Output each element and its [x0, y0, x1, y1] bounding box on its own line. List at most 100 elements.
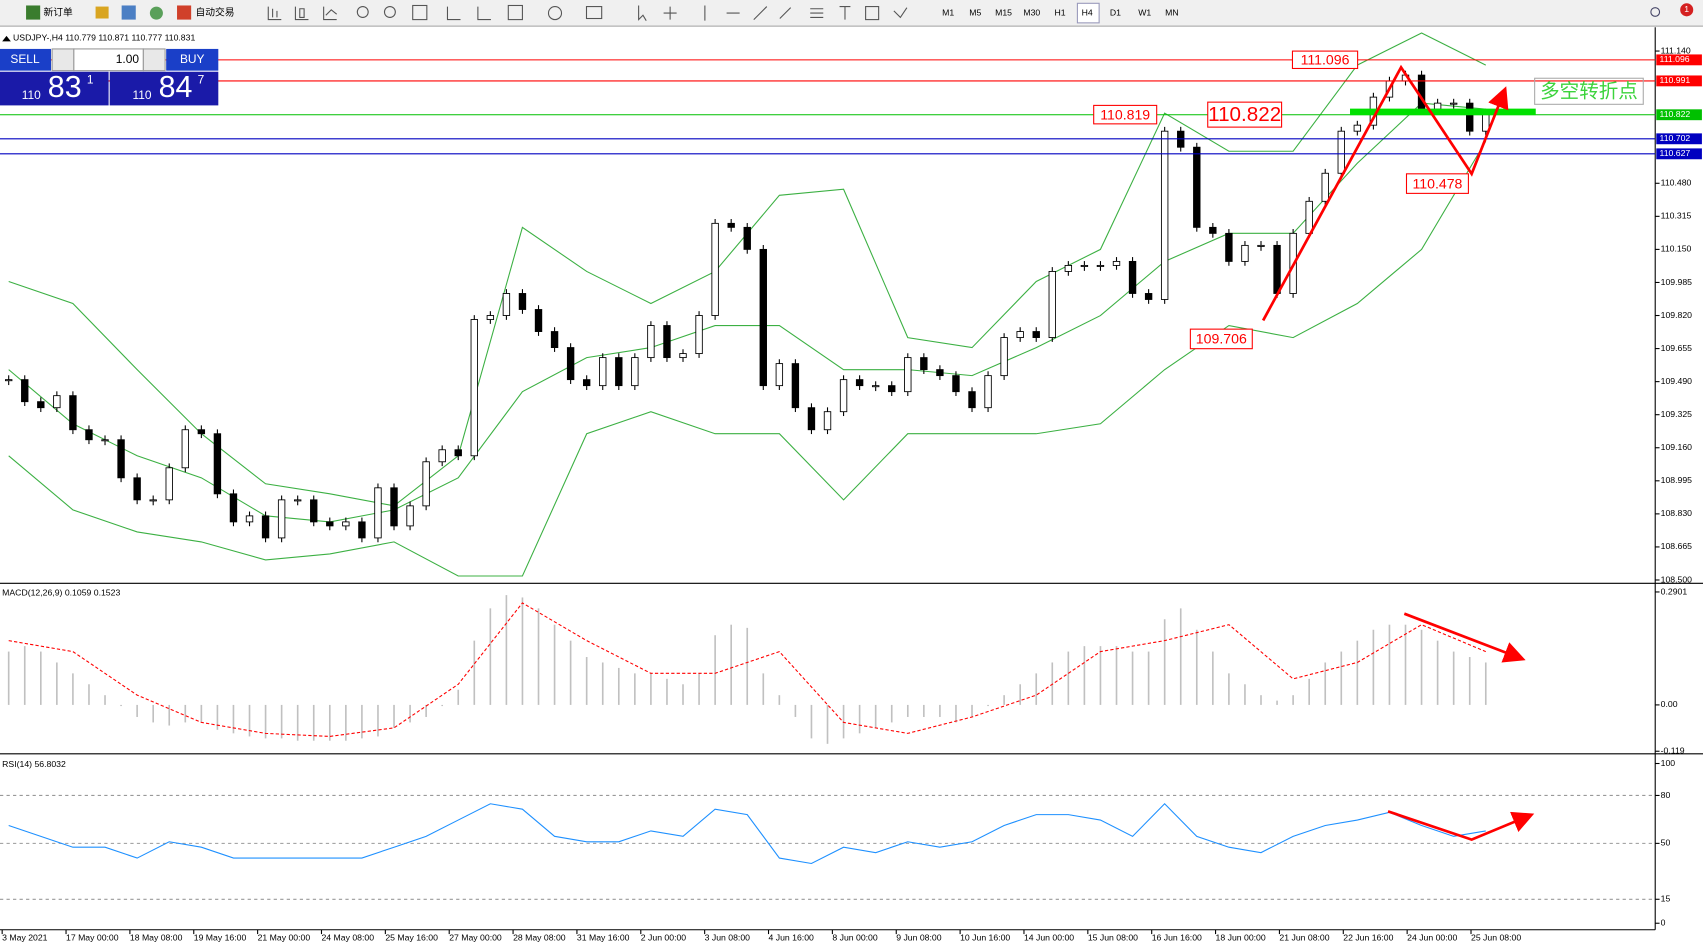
time-label: 3 Jun 08:00 [705, 933, 751, 943]
timeframe-button[interactable]: D1 [1110, 7, 1121, 17]
new-order-button[interactable]: 新订单 [43, 6, 73, 19]
candle [1209, 226, 1217, 234]
candle [1000, 337, 1008, 377]
candle [534, 309, 543, 332]
time-label: 14 Jun 00:00 [1024, 933, 1074, 943]
bollinger-middle [8, 102, 1486, 523]
time-label: 9 Jun 08:00 [896, 933, 942, 943]
candle [165, 467, 173, 501]
header-arrow [2, 35, 11, 42]
candle [1096, 264, 1105, 267]
candle [438, 449, 446, 463]
y-tick-label: 108.995 [1661, 475, 1693, 485]
candle [374, 487, 382, 539]
toolbar-icon[interactable] [149, 6, 163, 20]
candle [4, 379, 13, 382]
toolbar-icon[interactable] [95, 6, 109, 19]
timeframe-button[interactable]: M1 [942, 7, 954, 17]
candle [743, 226, 751, 250]
new-order-icon[interactable] [26, 5, 41, 20]
candle [1257, 244, 1265, 247]
annotation-box [1207, 101, 1283, 128]
annotation[interactable]: 111.096 [1301, 52, 1350, 68]
candle [727, 222, 735, 228]
candle [229, 493, 238, 523]
candle [406, 505, 414, 527]
lots-up[interactable] [142, 48, 166, 72]
time-label: 21 Jun 08:00 [1279, 933, 1329, 943]
candle [390, 487, 398, 527]
toolbar-tools[interactable] [267, 4, 908, 21]
candle [21, 379, 29, 403]
candle [1080, 264, 1089, 267]
annotation[interactable]: 多空转折点 [1540, 81, 1638, 103]
timeframe-button[interactable]: M5 [969, 7, 981, 17]
auto-trading-icon[interactable] [177, 5, 192, 20]
annotation[interactable]: 110.819 [1100, 106, 1150, 122]
rsi-arrow[interactable] [1387, 810, 1535, 842]
lots-down[interactable] [51, 48, 75, 72]
y-tick-label: 110.150 [1661, 244, 1692, 254]
y-tick-label: 50 [1661, 838, 1671, 848]
candle [920, 357, 928, 371]
rsi-line [8, 802, 1486, 865]
toolbar-icon[interactable] [121, 5, 136, 20]
timeframe-button[interactable]: MN [1165, 7, 1179, 17]
candle [213, 433, 222, 495]
lots-value: 1.00 [116, 52, 140, 66]
candle [37, 401, 45, 409]
candle [1305, 200, 1313, 234]
candle [679, 353, 687, 359]
price-tag-label: 110.702 [1660, 133, 1691, 143]
trend-arrow[interactable] [1261, 64, 1509, 322]
candle [823, 411, 832, 431]
buy-button[interactable] [166, 48, 219, 71]
candle [310, 499, 318, 523]
y-tick-label: 108.665 [1661, 541, 1693, 551]
candle [1321, 172, 1329, 202]
annotation[interactable]: 109.706 [1196, 331, 1247, 347]
annotation-box [1534, 77, 1644, 105]
notification-badge[interactable] [1680, 3, 1694, 17]
symbol-header: USDJPY-,H4 110.779 110.871 110.777 110.8… [13, 32, 195, 42]
sell-price-big: 110 [22, 88, 41, 102]
candle [984, 375, 992, 409]
sell-price-small: 1 [87, 73, 94, 87]
time-label: 10 Jun 16:00 [960, 933, 1010, 943]
annotation[interactable]: 110.478 [1412, 175, 1462, 191]
search-icon[interactable] [1650, 7, 1661, 17]
buy-price-small: 7 [198, 73, 205, 87]
y-tick-label: 0.2901 [1661, 586, 1688, 596]
candle [711, 222, 719, 316]
y-tick-label: 109.160 [1661, 442, 1693, 452]
candle [1449, 102, 1458, 105]
y-tick-label: 109.820 [1661, 310, 1693, 320]
price-tag-label: 110.627 [1660, 148, 1691, 158]
candle [277, 499, 286, 539]
timeframe-button[interactable]: M30 [1023, 7, 1040, 17]
macd-divergence-arrow[interactable] [1403, 612, 1526, 663]
sell-button[interactable] [0, 48, 52, 71]
candle [566, 347, 575, 381]
candle [1337, 130, 1345, 174]
timeframe-button[interactable]: H1 [1054, 7, 1065, 17]
auto-trading-button[interactable]: 自动交易 [195, 6, 234, 19]
y-tick-label: 109.985 [1661, 277, 1693, 287]
indicator-label: RSI(14) 56.8032 [2, 759, 66, 769]
buy-price-box[interactable] [109, 71, 219, 106]
annotation[interactable]: 110.822 [1208, 103, 1281, 126]
timeframe-button[interactable]: M15 [995, 7, 1012, 17]
timeframe-button[interactable]: W1 [1138, 7, 1151, 17]
candle [502, 293, 511, 316]
sell-price-box[interactable] [0, 71, 109, 106]
candle [1353, 124, 1362, 132]
time-label: 27 May 00:00 [449, 933, 502, 943]
timeframe-button[interactable]: H4 [1082, 7, 1093, 17]
candle [1112, 260, 1121, 266]
candle [1048, 271, 1056, 338]
candle [599, 357, 607, 387]
candle [342, 521, 350, 527]
candle [245, 515, 254, 523]
candle [904, 357, 912, 393]
candle [807, 407, 816, 431]
